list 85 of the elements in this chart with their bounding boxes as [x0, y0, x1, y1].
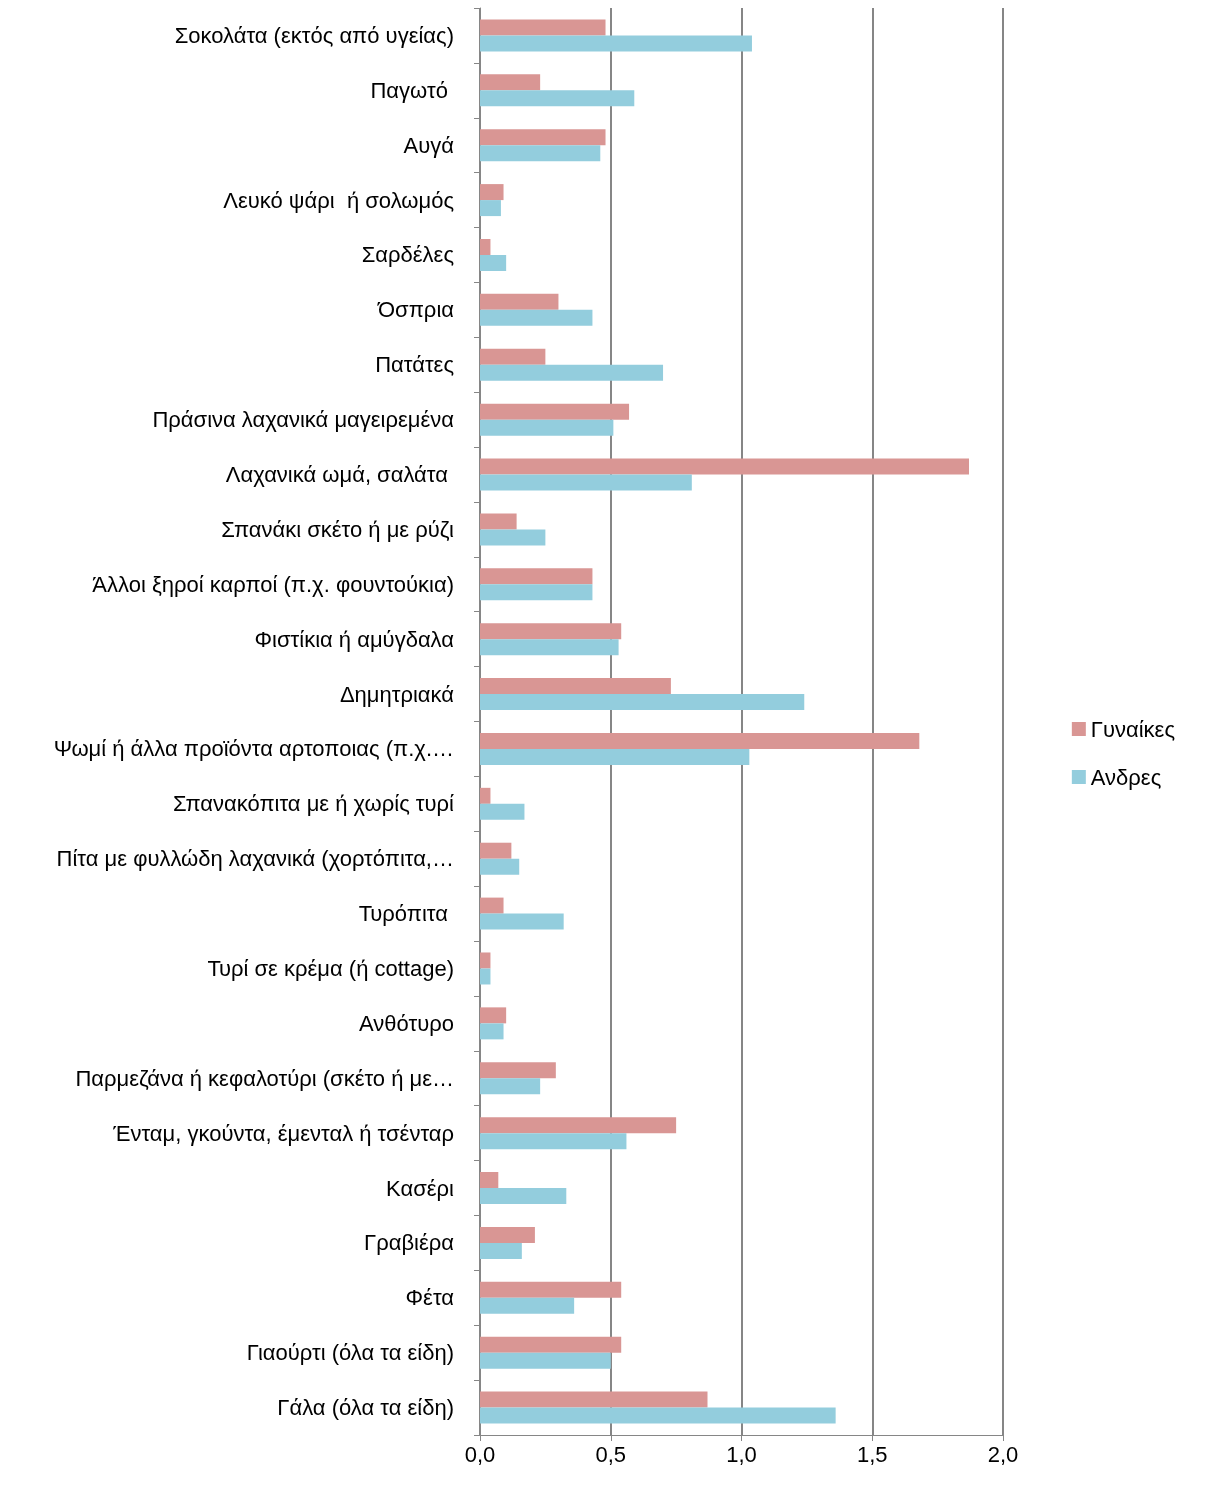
y-tick-label: Πράσινα λαχανικά μαγειρεμένα: [152, 407, 455, 433]
bar: [480, 184, 504, 201]
y-tick-label: Άλλοι ξηροί καρποί (π.χ. φουντούκια): [92, 571, 454, 597]
bar: [480, 1352, 611, 1369]
bar: [480, 293, 559, 310]
y-tick-label: Δημητριακά: [339, 681, 455, 707]
bar: [480, 858, 520, 875]
bar: [480, 913, 564, 930]
y-tick-label: Γιαούρτι (όλα τα είδη): [246, 1340, 454, 1366]
y-tick-label: Φέτα: [405, 1285, 455, 1311]
bar: [480, 1007, 507, 1024]
y-tick-label: Λαχανικά ωμά, σαλάτα: [225, 462, 454, 488]
bar: [480, 1023, 504, 1040]
bar: [480, 309, 593, 326]
bar: [480, 419, 614, 436]
legend-label: Γυναίκες: [1090, 716, 1176, 742]
y-tick-label: Σπανακόπιτα με ή χωρίς τυρί: [172, 791, 455, 817]
y-tick-label: Ανθότυρο: [359, 1010, 454, 1036]
bar: [480, 787, 491, 804]
x-tick-label: 1,5: [856, 1441, 888, 1467]
bar: [480, 1242, 522, 1259]
y-tick-label: Τυρί σε κρέμα (ή cottage): [207, 955, 454, 981]
y-tick-label: Σοκολάτα (εκτός από υγείας): [174, 22, 454, 48]
y-tick-label: Φιστίκια ή αμύγδαλα: [254, 626, 455, 652]
y-tick-label: Όσπρια: [377, 297, 455, 323]
bar: [480, 529, 546, 546]
bar: [480, 1391, 708, 1408]
bar: [480, 238, 491, 255]
x-tick-label: 2,0: [987, 1441, 1019, 1467]
bar: [480, 200, 501, 217]
bar: [480, 513, 517, 530]
y-tick-label: Τυρόπιτα: [358, 901, 454, 927]
legend-label: Ανδρες: [1090, 764, 1162, 790]
y-tick-label: Σαρδέλες: [361, 242, 454, 268]
bar: [480, 1172, 499, 1189]
bar: [480, 1407, 836, 1424]
y-tick-label: Γραβιέρα: [364, 1230, 455, 1256]
bar: [480, 1297, 575, 1314]
y-tick-label: Ένταμ, γκούντα, έμενταλ ή τσένταρ: [112, 1120, 454, 1146]
y-tick-label: Γάλα (όλα τα είδη): [277, 1395, 454, 1421]
y-tick-label: Σπανάκι σκέτο ή με ρύζι: [221, 516, 455, 542]
bar: [480, 1226, 535, 1243]
bar: [480, 364, 664, 381]
bar: [480, 623, 622, 640]
bar: [480, 145, 601, 162]
bar: [480, 968, 491, 985]
bar: [480, 1117, 677, 1134]
x-tick-label: 0,5: [595, 1441, 627, 1467]
bar: [480, 403, 630, 420]
bar: [480, 458, 970, 475]
bar: [480, 568, 593, 585]
bar: [480, 897, 504, 914]
bar: [480, 803, 525, 820]
bar: [480, 842, 512, 859]
bar: [480, 19, 606, 36]
y-tick-label: Λευκό ψάρι ή σολωμός: [223, 187, 454, 213]
y-tick-label: Ψωμί ή άλλα προϊόντα αρτοποιας (π.χ.…: [53, 736, 454, 762]
bar: [480, 254, 507, 271]
y-tick-label: Παγωτό: [370, 77, 454, 103]
bar: [480, 90, 635, 107]
bar: [480, 732, 920, 749]
x-tick-label: 0,0: [464, 1441, 496, 1467]
bar: [480, 474, 692, 491]
bar: [480, 952, 491, 969]
bar: [480, 1062, 556, 1079]
bar: [480, 678, 671, 695]
bar: [480, 748, 750, 765]
bar: [480, 129, 606, 146]
bar: [480, 1188, 567, 1205]
bar: [480, 1133, 627, 1150]
y-tick-label: Κασέρι: [386, 1175, 455, 1201]
y-tick-label: Παρμεζάνα ή κεφαλοτύρι (σκέτο ή με…: [75, 1065, 454, 1091]
bar: [480, 1281, 622, 1298]
bar: [480, 584, 593, 601]
bar: [480, 1336, 622, 1353]
bar: [480, 74, 541, 91]
y-tick-label: Πίτα με φυλλώδη λαχανικά (χορτόπιτα,…: [56, 846, 454, 872]
bar: [480, 35, 752, 52]
y-tick-label: Αυγά: [403, 132, 455, 158]
bar: [480, 348, 546, 365]
x-tick-label: 1,0: [726, 1441, 757, 1467]
bar: [480, 639, 619, 656]
bar: [480, 1078, 541, 1095]
y-tick-label: Πατάτες: [375, 352, 454, 378]
bar: [480, 694, 805, 711]
